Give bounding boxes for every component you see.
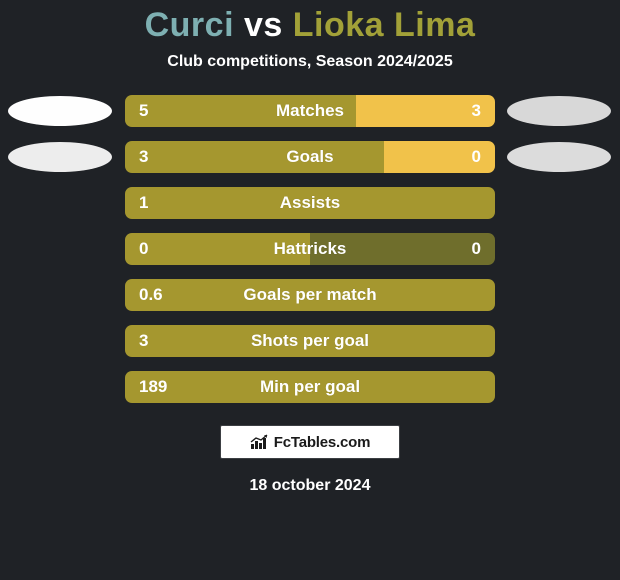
stat-row: Shots per goal3	[0, 325, 620, 357]
stat-seg-left	[125, 233, 310, 265]
stat-seg-right	[384, 141, 495, 173]
title-right: Lioka Lima	[293, 6, 476, 44]
card: Curci vs Lioka Lima Club competitions, S…	[0, 0, 620, 580]
player-badge-right	[507, 142, 611, 172]
player-badge-left	[8, 142, 112, 172]
title-sep: vs	[244, 6, 283, 44]
stat-row: Goals per match0.6	[0, 279, 620, 311]
stat-seg-right	[310, 233, 495, 265]
player-badge-right	[507, 96, 611, 126]
stat-row: Min per goal189	[0, 371, 620, 403]
stat-seg-left	[125, 325, 495, 357]
stat-track: Min per goal189	[125, 371, 495, 403]
player-badge-left	[8, 96, 112, 126]
stat-seg-left	[125, 371, 495, 403]
stat-seg-left	[125, 279, 495, 311]
subtitle: Club competitions, Season 2024/2025	[0, 53, 620, 71]
chart-up-icon	[250, 434, 270, 450]
stat-row: Goals30	[0, 141, 620, 173]
page-title: Curci vs Lioka Lima	[0, 0, 620, 45]
stat-track: Matches53	[125, 95, 495, 127]
stat-row: Matches53	[0, 95, 620, 127]
stat-track: Goals per match0.6	[125, 279, 495, 311]
stat-track: Hattricks00	[125, 233, 495, 265]
watermark[interactable]: FcTables.com	[220, 425, 400, 459]
stat-seg-left	[125, 95, 356, 127]
stat-row: Hattricks00	[0, 233, 620, 265]
footer-date: 18 october 2024	[0, 477, 620, 495]
stat-row: Assists1	[0, 187, 620, 219]
stats-list: Matches53 Goals30 Assists1 Hattricks00 Goals…	[0, 95, 620, 403]
watermark-text: FcTables.com	[274, 434, 371, 451]
stat-track: Goals30	[125, 141, 495, 173]
title-left: Curci	[145, 6, 234, 44]
stat-track: Shots per goal3	[125, 325, 495, 357]
stat-track: Assists1	[125, 187, 495, 219]
stat-seg-right	[356, 95, 495, 127]
stat-seg-left	[125, 187, 495, 219]
stat-seg-left	[125, 141, 384, 173]
